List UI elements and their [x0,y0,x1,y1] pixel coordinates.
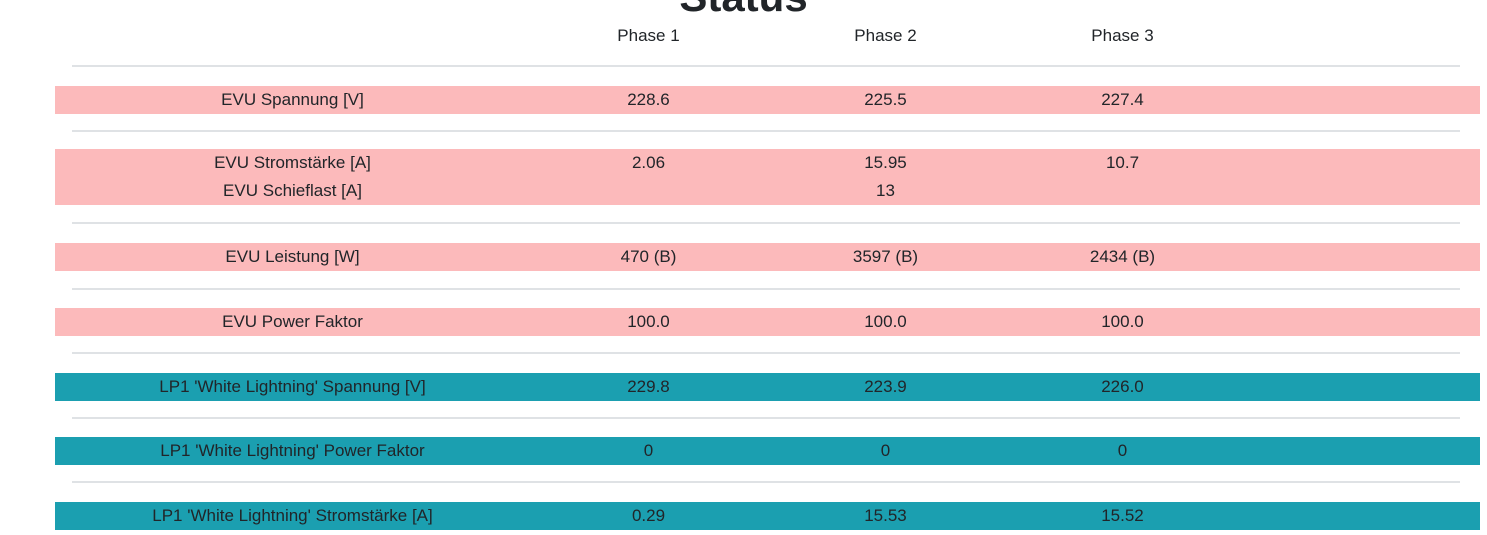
table-row-evu-spannung: EVU Spannung [V] 228.6 225.5 227.4 [55,86,1480,114]
row-value-phase-1: 100.0 [627,312,670,331]
column-header-phase-3: Phase 3 [1091,26,1154,45]
row-value-phase-2: 223.9 [864,377,907,396]
header-divider [72,65,1460,67]
table-row-evu-power-faktor: EVU Power Faktor 100.0 100.0 100.0 [55,308,1480,336]
row-value-phase-3: 0 [1117,441,1128,460]
row-end-spacer [1241,86,1480,114]
row-end-spacer [1241,373,1480,401]
row-value-phase-2: 3597 (B) [852,247,919,266]
row-end-spacer [1241,308,1480,336]
column-header-phase-2: Phase 2 [854,26,917,45]
row-value-phase-2: 15.53 [864,506,907,525]
table-row-lp1-spannung: LP1 'White Lightning' Spannung [V] 229.8… [55,373,1480,401]
row-value-phase-2: 0 [880,441,891,460]
row-label: EVU Power Faktor [222,312,363,331]
row-value-phase-1: 470 (B) [620,247,677,266]
row-divider [72,417,1460,419]
column-header-label-spacer [55,26,530,46]
row-label: EVU Leistung [W] [225,247,360,266]
row-value-phase-3: 226.0 [1101,377,1144,396]
row-value-phase-2: 100.0 [864,312,907,331]
row-value-phase-1: 228.6 [627,90,670,109]
row-label: EVU Schieflast [A] [223,181,362,200]
row-end-spacer [1241,243,1480,271]
row-value-phase-1: 0.29 [631,506,666,525]
row-value-phase-3: 227.4 [1101,90,1144,109]
row-end-spacer [1241,437,1480,465]
row-value-phase-1: 229.8 [627,377,670,396]
row-value-phase-3: 15.52 [1101,506,1144,525]
row-divider [72,130,1460,132]
row-end-spacer [1241,177,1480,205]
column-header-end-spacer [1241,26,1480,46]
row-value-phase-1: 0 [643,441,654,460]
row-value-phase-1: 2.06 [631,153,666,172]
table-row-lp1-stromstaerke: LP1 'White Lightning' Stromstärke [A] 0.… [55,502,1480,530]
row-value-phase-3 [1004,177,1241,205]
row-value-phase-3: 10.7 [1105,153,1140,172]
page-title: Status [0,0,1487,21]
row-divider [72,288,1460,290]
table-header-row: Phase 1 Phase 2 Phase 3 [55,26,1480,46]
row-label: EVU Stromstärke [A] [214,153,371,172]
row-value-phase-2: 225.5 [864,90,907,109]
column-header-phase-1: Phase 1 [617,26,680,45]
table-row-evu-stromstaerke: EVU Stromstärke [A] 2.06 15.95 10.7 EVU … [55,149,1480,205]
row-divider [72,222,1460,224]
row-end-spacer [1241,502,1480,530]
row-label: EVU Spannung [V] [221,90,364,109]
row-end-spacer [1241,149,1480,177]
row-value-phase-2: 13 [876,181,895,200]
row-label: LP1 'White Lightning' Stromstärke [A] [152,506,433,525]
row-label: LP1 'White Lightning' Power Faktor [160,441,425,460]
row-value-phase-1 [530,177,767,205]
row-divider [72,481,1460,483]
row-value-phase-3: 2434 (B) [1089,247,1156,266]
table-row-evu-leistung: EVU Leistung [W] 470 (B) 3597 (B) 2434 (… [55,243,1480,271]
row-value-phase-2: 15.95 [864,153,907,172]
table-row-lp1-power-faktor: LP1 'White Lightning' Power Faktor 0 0 0 [55,437,1480,465]
row-value-phase-3: 100.0 [1101,312,1144,331]
row-divider [72,352,1460,354]
row-label: LP1 'White Lightning' Spannung [V] [159,377,426,396]
